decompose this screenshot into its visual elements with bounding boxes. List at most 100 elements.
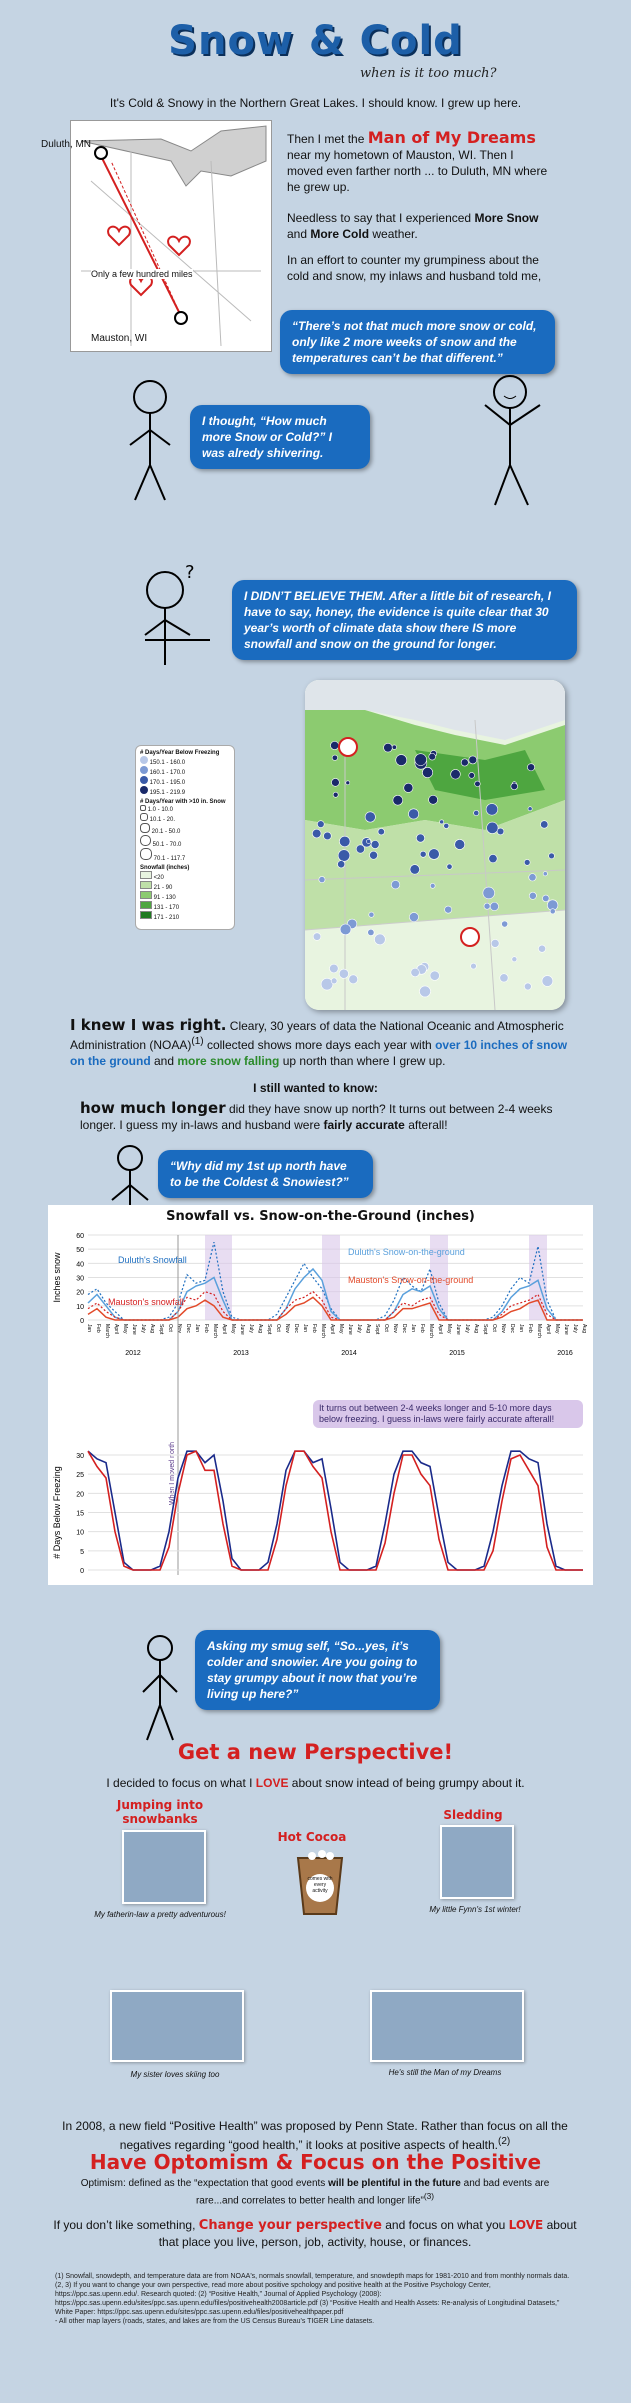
x-tick-label: July [572,1324,578,1333]
x-tick-label: Dec [185,1324,191,1333]
x-tick-label: April [545,1324,551,1334]
map-legend: # Days/Year Below Freezing 150.1 - 160.0… [135,745,235,930]
station-dot [355,844,365,854]
x-tick-label: May [338,1324,344,1334]
series-label: Duluth's Snowfall [118,1255,187,1265]
x-tick-label: Jan [410,1324,416,1332]
activity-label: Jumping into snowbanks [116,1798,204,1826]
station-dot [337,849,351,862]
station-dot [450,769,461,780]
legend-title-snowfall: Snowfall (inches) [140,865,190,871]
y-axis-label: # Days Below Freezing [52,1466,62,1559]
mauston-label: Mauston, WI [91,333,148,344]
year-label: 2014 [341,1350,357,1357]
duluth-marker [94,146,108,160]
legend-title-snow-days: # Days/Year with >10 in. Snow [140,799,226,805]
y-tick-label: 50 [76,1247,84,1254]
legend-row: 160.1 - 170.0 [140,766,230,776]
distance-label: Only a few hundred miles [91,269,193,279]
station-dot [510,782,518,791]
x-tick-label: April [329,1324,335,1334]
station-dot [312,932,322,941]
station-dot [541,975,554,987]
year-label: 2016 [557,1350,573,1357]
x-tick-label: Nov [176,1324,182,1333]
station-dot [542,871,548,877]
station-dot [419,850,427,858]
station-dot [488,854,498,864]
series-label: Duluth's Snow-on-the-ground [348,1247,465,1257]
station-dot [490,939,500,948]
station-dot [368,911,375,918]
lake-superior [80,125,267,187]
station-dot [422,767,434,778]
station-dot [369,850,378,860]
x-tick-label: June [347,1324,353,1335]
station-dot [391,744,397,750]
smug-bubble: Asking my smug self, “So...yes, it’s col… [195,1630,440,1710]
station-dot [339,835,351,848]
page-title: Snow & Cold [168,18,463,64]
x-tick-label: July [248,1324,254,1333]
y-tick-label: 10 [76,1530,84,1537]
quote-bubble-inlaws: “There’s not that much more snow or cold… [280,310,555,374]
stick-figure-thinking: ? [144,562,210,665]
climate-map [305,680,565,1010]
perspective-title: Get a new Perspective! [177,1740,454,1764]
activity-label: Hot Cocoa [277,1830,347,1844]
x-tick-label: Aug [581,1324,587,1333]
x-tick-label: Aug [257,1324,263,1333]
y-tick-label: 25 [76,1472,84,1479]
climate-map-drawing [305,680,565,1010]
station-dot [330,977,338,985]
winter-highlight [529,1235,547,1320]
duluth-label: Duluth, MN [41,139,92,150]
sledding-photo [440,1825,514,1899]
station-dot [367,928,375,936]
legend-title-freezing: # Days/Year Below Freezing [140,750,220,756]
x-tick-label: May [554,1324,560,1334]
mauston-marker [174,311,188,325]
activity-caption: My sister loves skiing too [130,2070,220,2079]
footnote: - All other map layers (roads, states, a… [55,2318,375,2325]
station-dot [383,742,393,753]
lake-superior [305,680,565,740]
station-dot [428,794,438,805]
station-dot [482,886,495,900]
activity-caption: My fatherin-law a pretty adventurous! [94,1910,226,1919]
station-dot [370,840,380,849]
legend-row: 131 - 170 [140,901,230,911]
moved-north-label: When I moved north [169,1442,176,1505]
series-line-duluth-s-snowfall [87,1241,583,1321]
chart-annotation: It turns out between 2-4 weeks longer an… [313,1400,583,1428]
x-tick-label: Oct [491,1324,497,1332]
station-dot [395,754,408,766]
footnotes: (1) Snowfall, snowdepth, and temperature… [55,2272,575,2326]
heart-icon [107,225,131,247]
x-tick-label: Feb [311,1324,317,1333]
x-tick-label: Aug [365,1324,371,1333]
station-dot [499,973,509,983]
station-dot [473,810,480,816]
y-tick-label: 0 [80,1568,84,1575]
x-tick-label: Jan [302,1324,308,1332]
y-tick-label: 0 [80,1318,84,1325]
cocoa-caption: comes with every activity [307,1876,333,1894]
legend-row: 170.1 - 195.0 [140,776,230,786]
station-dot [338,968,349,979]
x-tick-label: Dec [509,1324,515,1333]
station-dot [524,982,532,991]
y-tick-label: 60 [76,1233,84,1240]
year-label: 2013 [233,1350,249,1357]
story-p3: In an effort to counter my grumpiness ab… [287,253,542,283]
y-tick-label: 30 [76,1453,84,1460]
station-dot [460,758,469,767]
x-tick-label: April [437,1324,443,1334]
station-dot [429,883,436,889]
x-tick-label: Nov [284,1324,290,1333]
legend-row: 10.1 - 20. [140,813,230,823]
station-dot [527,806,533,812]
chart-panel: Snowfall vs. Snow-on-the-Ground (inches)… [48,1205,593,1585]
winter-highlight [205,1235,232,1320]
station-dot [409,912,419,922]
